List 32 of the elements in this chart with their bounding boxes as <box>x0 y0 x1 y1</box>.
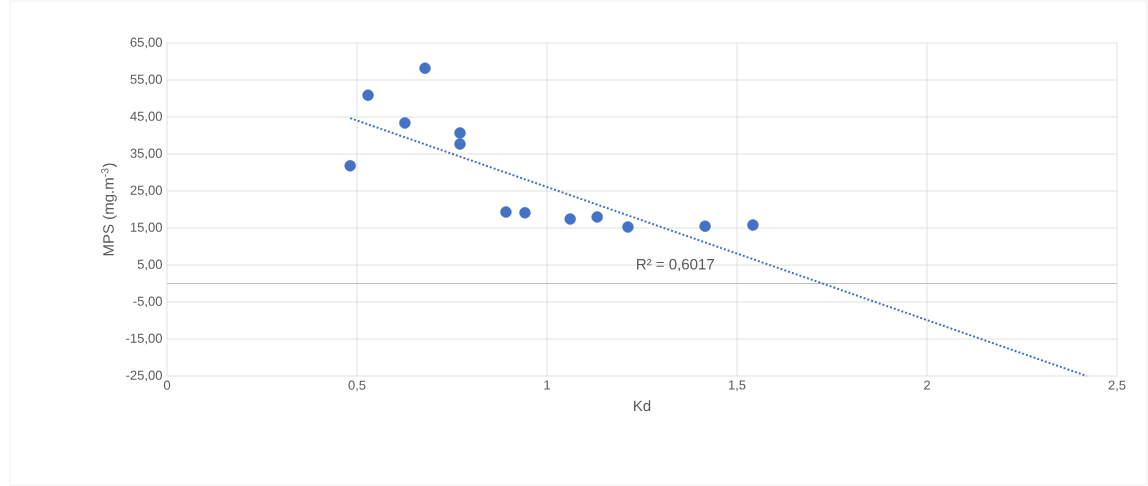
y-tick-label: 15,00 <box>130 222 162 234</box>
y-axis-title: MPS (mg.m$^{-3}$) <box>101 163 117 256</box>
point <box>454 127 466 139</box>
point <box>747 219 759 231</box>
x-axis-title: Kd <box>634 400 651 412</box>
x-tick-label: 0,5 <box>348 380 366 392</box>
y-tick-label: 45,00 <box>130 111 162 123</box>
annotation: R² = 0,6017 <box>637 258 714 272</box>
point <box>454 138 466 150</box>
y-tick-label: 65,00 <box>130 37 162 49</box>
point <box>622 221 634 233</box>
y-tick-label: 5,00 <box>137 259 162 271</box>
point <box>564 213 576 225</box>
x-tick-label: 2 <box>924 380 930 390</box>
x-tick-label: 0 <box>163 380 171 390</box>
point <box>419 62 431 74</box>
x-tick-label: 1,5 <box>728 380 746 392</box>
point <box>699 220 711 232</box>
point <box>591 211 603 223</box>
point <box>399 117 411 129</box>
point <box>519 207 531 219</box>
y-tick-label: 55,00 <box>130 74 162 86</box>
x-tick-label: 2,5 <box>1108 380 1126 392</box>
y-tick-label: 25,00 <box>130 185 162 197</box>
y-tick-label: 35,00 <box>130 148 162 160</box>
y-tick-label: -25,00 <box>126 370 162 382</box>
point <box>344 160 356 172</box>
y-tick-label: -5,00 <box>133 296 162 308</box>
y-tick-label: -15,00 <box>126 333 162 345</box>
point <box>362 89 374 101</box>
x-tick-label: 1 <box>544 380 550 390</box>
point <box>500 206 512 218</box>
